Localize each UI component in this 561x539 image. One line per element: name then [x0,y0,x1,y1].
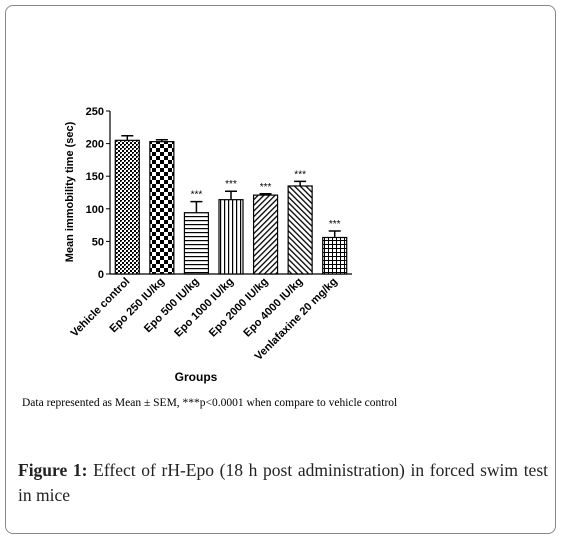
y-tick-label: 250 [86,106,104,118]
bar [218,199,244,275]
x-tick-label: Epo 4000 IU/kg [241,276,305,340]
error-bar [155,138,168,142]
x-tick-label: Epo 2000 IU/kg [207,276,271,340]
bar [114,139,140,275]
bar [287,185,313,275]
bar [183,212,210,275]
figure-frame [5,5,556,534]
significance-label: *** [225,179,237,190]
x-tick-label: Vehicle control [69,276,133,340]
error-bar [294,180,307,186]
y-tick-label: 150 [86,171,104,183]
caption: Figure 1: Effect of rH-Epo (18 h post ad… [18,458,548,508]
caption-text: Effect of rH-Epo (18 h post administrati… [18,460,548,505]
y-tick-label: 50 [92,236,104,248]
y-axis-title: Mean immobility time (sec) [64,121,76,262]
error-bar [259,193,272,196]
error-bar [328,230,341,238]
y-tick-label: 100 [86,204,104,216]
significance-label: *** [260,182,272,193]
significance-label: *** [329,219,341,230]
error-bar [225,190,237,200]
bar [149,141,175,275]
x-axis-title: Groups [175,370,218,384]
x-tick-label: Epo 1000 IU/kg [172,276,236,340]
bar [322,236,348,275]
significance-label: *** [191,190,203,201]
caption-label: Figure 1: [18,460,88,480]
y-tick-label: 0 [98,269,104,281]
error-bar [121,135,134,141]
footnote: Data represented as Mean ± SEM, ***p<0.0… [22,397,398,409]
bar [252,194,279,275]
error-bar [190,200,203,213]
significance-label: *** [294,169,306,180]
y-tick-label: 200 [86,139,104,151]
